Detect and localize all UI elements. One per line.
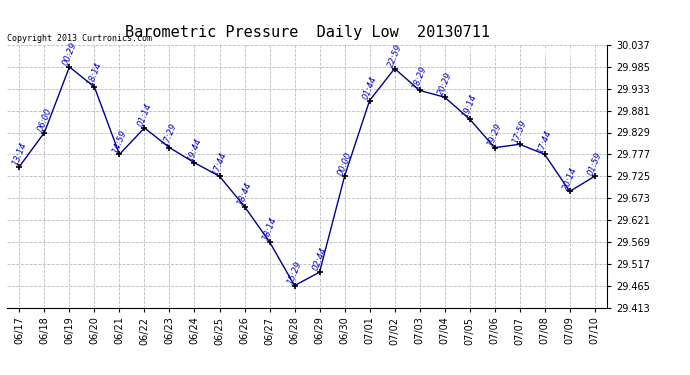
Text: 17:44: 17:44 — [211, 150, 228, 176]
Text: 18:14: 18:14 — [86, 61, 104, 87]
Text: 01:59: 01:59 — [586, 150, 604, 176]
Text: 19:29: 19:29 — [486, 122, 504, 148]
Text: 06:00: 06:00 — [36, 106, 54, 132]
Text: 00:29: 00:29 — [61, 41, 79, 67]
Text: 18:44: 18:44 — [236, 181, 254, 207]
Text: 20:29: 20:29 — [436, 71, 454, 97]
Title: Barometric Pressure  Daily Low  20130711: Barometric Pressure Daily Low 20130711 — [125, 25, 489, 40]
Text: 20:14: 20:14 — [562, 165, 579, 191]
Text: 19:44: 19:44 — [186, 137, 204, 163]
Text: 13:14: 13:14 — [11, 141, 28, 166]
Text: 15:29: 15:29 — [286, 260, 304, 286]
Text: 17:59: 17:59 — [511, 118, 529, 144]
Text: 01:14: 01:14 — [136, 102, 154, 128]
Text: 22:59: 22:59 — [386, 43, 404, 69]
Text: 19:14: 19:14 — [462, 93, 479, 119]
Text: 14:59: 14:59 — [111, 128, 128, 154]
Text: 02:44: 02:44 — [311, 246, 328, 272]
Text: 18:29: 18:29 — [411, 64, 428, 90]
Text: 00:00: 00:00 — [336, 150, 354, 176]
Text: 17:44: 17:44 — [536, 128, 554, 154]
Text: Copyright 2013 Curtronics.com: Copyright 2013 Curtronics.com — [7, 34, 152, 43]
Text: 17:29: 17:29 — [161, 122, 179, 148]
Text: 18:14: 18:14 — [262, 216, 279, 242]
Text: 01:44: 01:44 — [362, 75, 379, 100]
